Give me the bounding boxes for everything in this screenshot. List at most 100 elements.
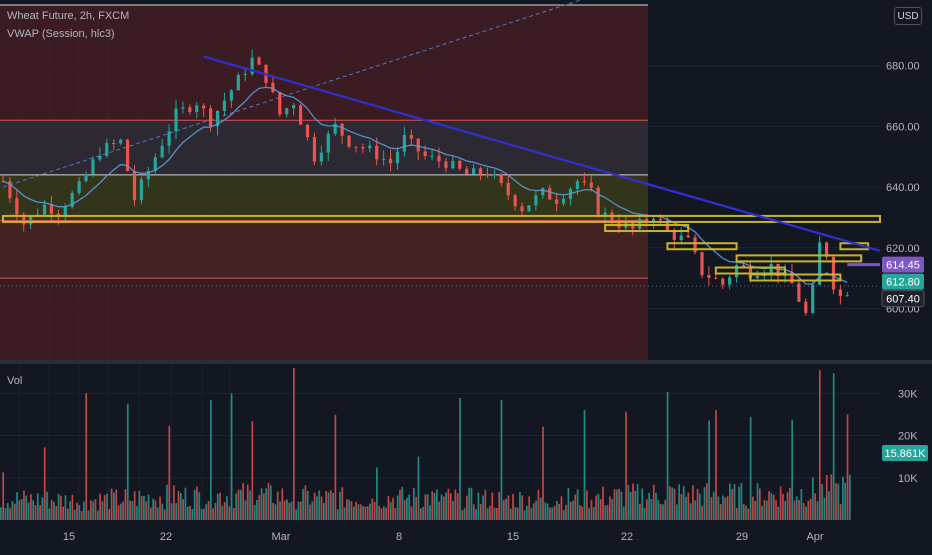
- volume-bar: [526, 505, 528, 520]
- volume-bar: [251, 421, 254, 520]
- volume-bar: [765, 500, 768, 520]
- candle-body: [160, 145, 164, 158]
- volume-bar: [620, 491, 623, 520]
- volume-bar: [352, 506, 355, 520]
- volume-bar: [786, 492, 789, 520]
- volume-bar: [403, 500, 406, 520]
- volume-bar: [258, 495, 261, 520]
- candle-body: [395, 151, 400, 164]
- volume-bar: [417, 456, 420, 520]
- volume-bar: [133, 491, 136, 520]
- volume-bar: [96, 510, 99, 520]
- trendline[interactable]: [203, 55, 881, 252]
- volume-bar: [281, 488, 284, 520]
- volume-bar: [429, 505, 431, 520]
- volume-bar: [689, 503, 692, 520]
- volume-bar: [239, 490, 242, 520]
- volume-bar: [553, 506, 556, 520]
- volume-bar: [579, 504, 581, 520]
- price-badge: [882, 256, 924, 273]
- candle-body: [831, 256, 836, 290]
- volume-bar: [613, 489, 616, 520]
- volume-bar: [699, 493, 701, 520]
- volume-bar: [479, 504, 482, 520]
- range-box: [0, 223, 648, 364]
- volume-bar: [140, 496, 143, 520]
- volume-bar: [777, 506, 780, 520]
- level-box: [604, 224, 690, 233]
- volume-bar: [226, 496, 228, 520]
- volume-bar: [320, 496, 323, 520]
- volume-bar: [41, 497, 44, 520]
- volume-bar: [442, 496, 445, 520]
- volume-bar: [205, 504, 208, 520]
- candle-body: [679, 235, 683, 240]
- volume-bar: [233, 508, 235, 520]
- volume-bar: [470, 487, 473, 520]
- horizontal-levels[interactable]: [0, 214, 881, 287]
- candle-body: [229, 90, 233, 101]
- volume-bar: [295, 509, 298, 520]
- volume-bar: [648, 492, 650, 520]
- volume-bar: [136, 506, 138, 520]
- volume-bar: [350, 501, 353, 520]
- volume-bar: [493, 507, 496, 520]
- volume-bar: [30, 494, 32, 520]
- volume-bar: [392, 497, 394, 520]
- volume-bar: [101, 501, 104, 520]
- volume-bar: [454, 489, 457, 520]
- volume-legend[interactable]: Vol: [7, 375, 23, 387]
- volume-bar: [500, 399, 503, 520]
- volume-bar: [837, 483, 840, 520]
- candle-body: [824, 242, 829, 257]
- volume-bar: [92, 501, 95, 520]
- candle-body: [209, 108, 213, 127]
- volume-bar: [793, 500, 796, 520]
- volume-bar: [516, 507, 519, 520]
- volume-bar: [396, 495, 399, 520]
- volume-bar: [126, 403, 129, 520]
- volume-bar: [207, 501, 210, 520]
- candle-body: [804, 301, 808, 313]
- symbol-legend[interactable]: Wheat Future, 2h, FXCM: [7, 10, 130, 22]
- volume-bar: [57, 493, 60, 520]
- volume-bar: [641, 488, 644, 520]
- volume-bar: [678, 484, 680, 520]
- volume-bar: [844, 482, 847, 520]
- volume-bar: [724, 497, 727, 520]
- candle-body: [693, 237, 697, 253]
- volume-bar: [544, 502, 547, 520]
- candle-body: [721, 278, 725, 285]
- candle-body: [741, 265, 746, 268]
- volume-bar: [415, 496, 417, 520]
- volume-bar: [680, 494, 683, 520]
- volume-bar: [302, 488, 304, 520]
- volume-bar: [433, 492, 436, 520]
- volume-bar: [48, 508, 51, 520]
- volume-bar: [523, 510, 526, 520]
- candle-body: [527, 205, 531, 212]
- volume-bar: [519, 492, 521, 520]
- volume-bar: [782, 493, 784, 520]
- volume-bar: [609, 496, 611, 520]
- vwap-legend[interactable]: VWAP (Session, hlc3): [7, 28, 115, 40]
- volume-bar: [87, 510, 90, 520]
- volume-bar: [682, 485, 685, 520]
- volume-bar: [214, 502, 217, 520]
- candle-body: [305, 124, 310, 138]
- volume-bar: [576, 489, 579, 520]
- volume-bar: [316, 496, 318, 520]
- currency-button[interactable]: USD: [894, 7, 922, 25]
- volume-bar: [193, 489, 196, 520]
- volume-bar: [138, 490, 141, 520]
- volume-bar: [514, 506, 517, 520]
- volume-bar: [572, 500, 574, 520]
- volume-bar: [650, 499, 653, 520]
- volume-bar: [818, 370, 821, 520]
- volume-bar: [729, 483, 731, 520]
- candle-body: [112, 142, 116, 144]
- volume-bar: [590, 499, 593, 520]
- volume-bar: [2, 472, 5, 520]
- level-box: [735, 254, 863, 263]
